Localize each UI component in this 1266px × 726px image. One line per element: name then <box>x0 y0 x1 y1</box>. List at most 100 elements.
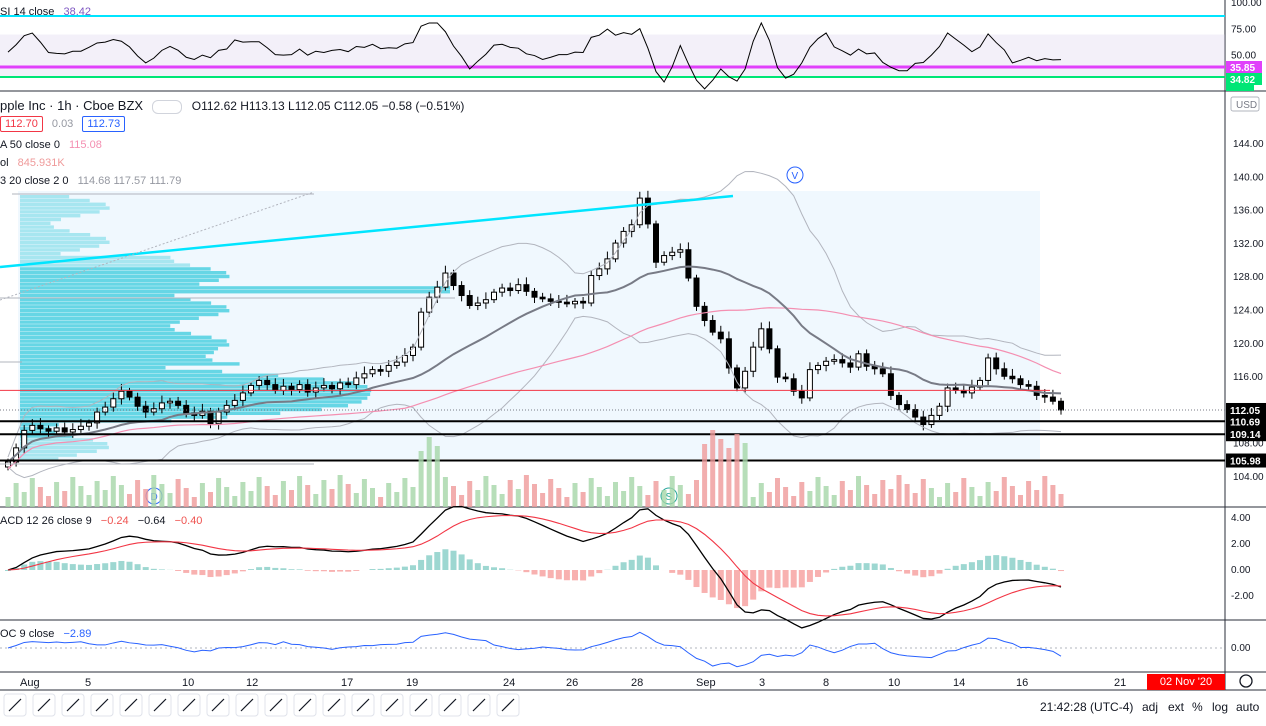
x-label-0: Aug <box>20 677 40 689</box>
candle-body <box>1002 369 1007 376</box>
candle-body <box>848 363 853 367</box>
volume-bar <box>508 480 513 507</box>
candle-body <box>321 385 326 387</box>
volume-bar <box>783 487 788 507</box>
macd-histogram-bar <box>1050 569 1056 570</box>
rsi-tick-100: 100.00 <box>1231 0 1262 9</box>
candle-body <box>119 391 124 398</box>
volume-profile-bar <box>20 415 227 418</box>
macd-histogram-bar <box>118 561 124 570</box>
candle <box>775 345 780 382</box>
macd-histogram-bar <box>823 570 829 572</box>
volume-bar <box>402 478 407 507</box>
candle <box>694 275 699 311</box>
candle-body <box>524 285 529 292</box>
macd-histogram-bar <box>216 570 222 577</box>
x-label-13: 14 <box>953 677 965 689</box>
bid-price[interactable]: 112.70 <box>0 116 43 132</box>
macd-histogram-bar <box>783 570 789 587</box>
candle-body <box>232 400 237 405</box>
macd-histogram-bar <box>839 567 845 570</box>
volume-profile-bar <box>20 343 229 346</box>
macd-histogram-bar <box>945 569 951 570</box>
volume-bar <box>686 494 691 507</box>
volume-bar <box>14 483 19 507</box>
macd-histogram-bar <box>694 570 700 587</box>
volume-bar <box>718 439 723 507</box>
volume-profile-bar <box>20 275 229 278</box>
roc-line <box>8 632 1061 666</box>
macd-histogram-bar <box>313 570 319 571</box>
log-toggle[interactable]: log <box>1212 700 1228 726</box>
macd-histogram-bar <box>872 564 878 570</box>
rsi-label-stub <box>1226 85 1254 91</box>
candle-body <box>1059 401 1064 410</box>
macd-histogram-bar <box>159 569 165 570</box>
volume-profile-bar <box>20 199 90 202</box>
volume-bar <box>953 492 958 507</box>
macd-histogram-bar <box>637 556 643 570</box>
macd-histogram-bar <box>1009 558 1015 570</box>
candle-body <box>686 250 691 278</box>
ma-legend: A 50 close 0 115.08 <box>0 139 108 151</box>
volume-bar <box>346 484 351 507</box>
volume-bar <box>95 481 100 507</box>
volume-bar <box>321 480 326 507</box>
volume-bar <box>637 486 642 507</box>
candle-body <box>143 406 148 412</box>
volume-bar <box>597 487 602 507</box>
candle-body <box>888 374 893 396</box>
volume-bar <box>1002 477 1007 507</box>
bb-label: 3 20 close 2 0 <box>0 175 69 187</box>
macd-histogram-bar <box>451 551 457 570</box>
volume-profile-bar <box>20 324 170 327</box>
volume-profile-bar <box>20 374 278 377</box>
vol-label: ol <box>0 157 9 169</box>
volume-bar <box>767 492 772 507</box>
volume-bar <box>662 490 667 507</box>
macd-histogram-bar <box>993 555 999 570</box>
clock-readout[interactable]: 21:42:28 (UTC-4) <box>1040 700 1133 726</box>
macd-histogram-bar <box>556 570 562 579</box>
candle-body <box>402 355 407 362</box>
auto-toggle[interactable]: auto <box>1236 700 1259 726</box>
candle-body <box>30 425 35 430</box>
macd-histogram-bar <box>669 570 675 573</box>
volume-bar <box>459 495 464 507</box>
macd-histogram-bar <box>799 570 805 587</box>
macd-histogram-bar <box>1001 556 1007 570</box>
volume-bar <box>556 488 561 507</box>
volume-bar <box>87 495 92 507</box>
candle-body <box>743 371 748 388</box>
ask-price[interactable]: 112.73 <box>82 116 125 132</box>
volume-bar <box>548 479 553 507</box>
macd-v1: −0.24 <box>101 515 129 527</box>
macd-histogram-bar <box>677 570 683 575</box>
macd-histogram-bar <box>54 562 60 570</box>
volume-profile-bar <box>20 286 450 289</box>
macd-histogram-bar <box>791 570 797 588</box>
ohlc-readout: O112.62 H113.13 L112.05 C112.05 −0.58 (−… <box>192 99 465 113</box>
macd-histogram-bar <box>345 570 351 572</box>
legend-controls-icon[interactable] <box>152 100 182 114</box>
adj-toggle[interactable]: adj <box>1142 700 1158 726</box>
volume-bar <box>62 491 67 507</box>
volume-bar <box>540 493 545 507</box>
volume-profile-bar <box>20 362 240 365</box>
macd-histogram-bar <box>815 570 821 577</box>
macd-histogram-bar <box>523 570 529 572</box>
volume-bar <box>702 444 707 507</box>
candle-body <box>1026 385 1031 387</box>
macd-histogram-bar <box>702 570 708 593</box>
volume-bar <box>289 490 294 507</box>
volume-profile-bar <box>20 244 99 247</box>
volume-bar <box>726 448 731 507</box>
volume-profile-bar <box>20 313 218 316</box>
volume-bar <box>994 491 999 507</box>
volume-bar <box>856 476 861 507</box>
volume-bar <box>30 478 35 507</box>
macd-tick-4: 4.00 <box>1231 513 1251 524</box>
roc-value: −2.89 <box>63 628 91 640</box>
candle-body <box>70 430 75 432</box>
candle-body <box>1010 376 1015 378</box>
